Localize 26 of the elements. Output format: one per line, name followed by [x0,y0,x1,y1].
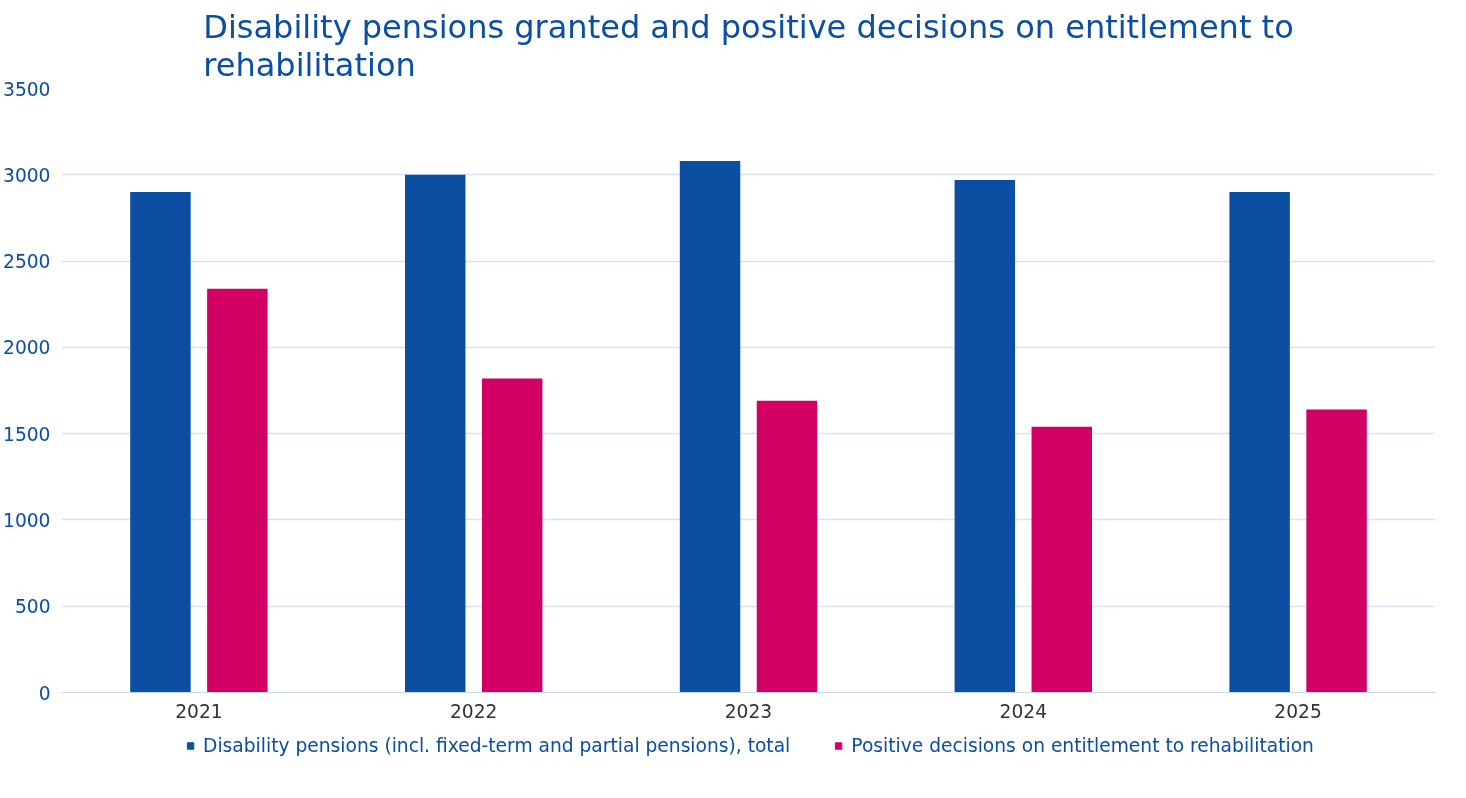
bar [756,400,818,693]
bar [1229,192,1290,693]
x-tick-label: 2023 [724,700,773,722]
y-tick-label: 3000 [3,164,51,186]
bar [1031,426,1092,693]
bar [1306,409,1367,693]
bar [130,192,191,693]
y-tick-label: 1000 [3,509,51,531]
chart-title: Disability pensions granted and positive decisions on entitlement to rehabilitation [203,7,1294,84]
x-tick-label: 2024 [999,700,1048,722]
legend-label: Disability pensions (incl. fixed-term and partial pensions), total [203,734,791,756]
y-tick-label: 500 [14,596,51,618]
bar [481,378,543,693]
y-tick-label: 2500 [3,251,51,273]
x-tick-label: 2021 [175,700,223,722]
y-tick-label: 2000 [3,337,51,359]
x-tick-label: 2022 [449,700,498,722]
legend-label: Positive decisions on entitlement to rehabilitation [851,734,1314,756]
y-tick-label: 1500 [3,423,51,445]
bar [207,288,268,693]
bar [405,174,466,693]
y-tick-label: 3500 [3,78,51,100]
bar [679,160,741,693]
x-tick-label: 2025 [1274,700,1322,722]
bar [954,179,1016,693]
y-tick-label: 0 [38,682,51,704]
